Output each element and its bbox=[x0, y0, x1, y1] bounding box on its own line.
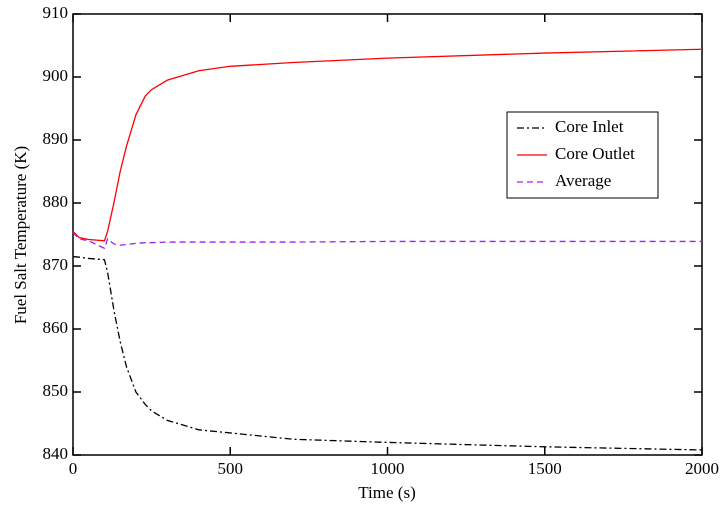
y-tick-label: 860 bbox=[43, 318, 69, 337]
y-tick-label: 870 bbox=[43, 255, 69, 274]
y-tick-label: 900 bbox=[43, 66, 69, 85]
legend-label: Core Outlet bbox=[555, 144, 635, 163]
legend-label: Average bbox=[555, 171, 611, 190]
series-line bbox=[72, 232, 702, 250]
x-tick-label: 500 bbox=[218, 459, 244, 478]
x-tick-label: 0 bbox=[69, 459, 78, 478]
x-tick-label: 1000 bbox=[371, 459, 405, 478]
series-line bbox=[72, 255, 703, 451]
legend-label: Core Inlet bbox=[555, 117, 624, 136]
y-axis-label: Fuel Salt Temperature (K) bbox=[11, 146, 30, 324]
y-tick-label: 840 bbox=[43, 444, 69, 463]
y-tick-label: 910 bbox=[43, 3, 69, 22]
x-axis-label: Time (s) bbox=[358, 483, 415, 502]
y-tick-label: 890 bbox=[43, 129, 69, 148]
series-line bbox=[72, 48, 703, 242]
x-tick-label: 1500 bbox=[528, 459, 562, 478]
y-tick-label: 850 bbox=[43, 381, 69, 400]
y-tick-label: 880 bbox=[43, 192, 69, 211]
x-tick-label: 2000 bbox=[685, 459, 719, 478]
